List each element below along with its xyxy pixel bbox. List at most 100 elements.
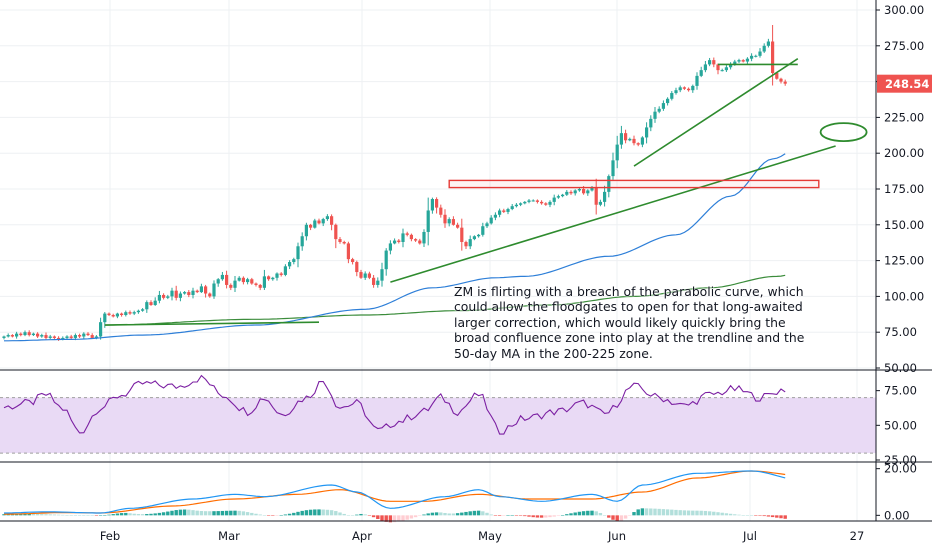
macd-histogram-bar xyxy=(539,515,544,518)
time-tick-label: Feb xyxy=(100,529,120,543)
macd-histogram-bar xyxy=(678,510,682,516)
rsi-band xyxy=(0,397,876,454)
candle-body xyxy=(510,206,514,210)
macd-histogram-bar xyxy=(640,508,645,516)
candle-body xyxy=(31,333,35,336)
macd-histogram-bar xyxy=(670,509,674,516)
macd-histogram-bar xyxy=(762,515,766,517)
macd-histogram-bar xyxy=(460,512,464,516)
candle-body xyxy=(170,290,174,297)
macd-histogram-bar xyxy=(560,515,565,516)
candle-body xyxy=(363,273,367,278)
candle-body xyxy=(48,336,52,338)
candle-body xyxy=(178,293,182,298)
candle-body xyxy=(208,293,212,297)
macd-histogram-bar xyxy=(392,515,397,523)
macd-histogram-bar xyxy=(691,510,695,516)
candle-body xyxy=(166,296,170,298)
macd-histogram-bar xyxy=(346,514,351,516)
candle-body xyxy=(527,200,531,202)
candle-body xyxy=(233,280,237,288)
macd-histogram-bar xyxy=(363,514,367,516)
macd-histogram-bar xyxy=(2,514,6,516)
macd-histogram-bar xyxy=(233,510,237,516)
macd-histogram-bar xyxy=(124,512,128,516)
candle-body xyxy=(241,277,245,283)
macd-histogram-bar xyxy=(77,515,82,516)
candle-body xyxy=(254,283,258,285)
macd-histogram-bar xyxy=(506,515,510,516)
macd-histogram-bar xyxy=(720,512,724,516)
macd-histogram-bar xyxy=(6,514,10,516)
candle-body xyxy=(313,220,317,228)
macd-histogram-bar xyxy=(279,515,283,516)
candle-body xyxy=(225,274,229,285)
candle-body xyxy=(502,210,506,212)
candle-body xyxy=(594,187,598,205)
macd-histogram-bar xyxy=(447,513,451,516)
macd-histogram-bar xyxy=(313,509,317,516)
candle-body xyxy=(489,217,493,224)
candle-body xyxy=(52,336,56,338)
last-price-tag[interactable] xyxy=(877,74,932,93)
candle-body xyxy=(19,333,23,336)
candle-body xyxy=(523,201,527,204)
flat-line-lower-left xyxy=(104,321,320,326)
price-tick-label: 200.00 xyxy=(884,146,924,160)
candle-body xyxy=(216,279,220,284)
candle-body xyxy=(632,138,636,144)
price-axis[interactable]: 300.00275.00250.00225.00200.00175.00150.… xyxy=(875,0,932,522)
candle-body xyxy=(334,224,338,240)
macd-histogram-bar xyxy=(65,515,69,516)
macd-histogram-bar xyxy=(304,510,309,516)
candle-body xyxy=(540,201,544,204)
candle-body xyxy=(590,187,594,191)
candle-body xyxy=(309,224,313,228)
price-tick-label: 50.00 xyxy=(884,361,917,375)
macd-histogram-bar xyxy=(115,513,120,516)
macd-histogram-bar xyxy=(342,513,346,516)
candle-body xyxy=(372,277,376,285)
macd-histogram-bar xyxy=(35,514,40,516)
macd-histogram-bar xyxy=(548,515,552,518)
macd-histogram-bar xyxy=(94,515,99,516)
confluence-ellipse xyxy=(819,122,868,143)
macd-histogram-bar xyxy=(556,515,561,516)
candle-body xyxy=(6,335,10,337)
candle-body xyxy=(624,133,628,141)
macd-histogram-bar xyxy=(619,515,624,521)
rsi-tick-label: 75.00 xyxy=(884,384,917,398)
time-axis[interactable]: Feb Mar Apr May Jun Jul 27 xyxy=(0,520,932,543)
macd-histogram-bar xyxy=(132,513,136,516)
macd-histogram-bar xyxy=(128,513,132,516)
candle-body xyxy=(477,234,481,237)
candle-body xyxy=(199,286,203,293)
rsi-tick-label: 25.00 xyxy=(884,453,917,467)
candle-body xyxy=(565,191,569,195)
candle-body xyxy=(582,189,586,194)
candle-body xyxy=(393,240,397,244)
candle-body xyxy=(745,58,749,62)
macd-histogram-bar xyxy=(623,515,628,519)
macd-histogram-bar xyxy=(733,514,737,516)
macd-histogram-bar xyxy=(674,509,678,516)
macd-histogram-bar xyxy=(367,515,372,516)
macd-histogram-bar xyxy=(376,515,380,519)
macd-histogram-bar xyxy=(665,509,670,516)
candle-body xyxy=(615,144,619,161)
candle-body xyxy=(346,243,350,260)
macd-histogram-bar xyxy=(451,513,456,516)
candle-body xyxy=(149,302,153,305)
ma50-line xyxy=(4,153,786,342)
macd-histogram-bar xyxy=(628,515,632,516)
candle-body xyxy=(405,233,409,235)
macd-histogram-bar xyxy=(31,513,36,516)
macd-histogram-bar xyxy=(191,510,195,516)
candle-body xyxy=(10,335,14,337)
macd-histogram-bar xyxy=(359,513,363,516)
candle-body xyxy=(124,312,128,316)
macd-histogram-bar xyxy=(594,511,598,516)
macd-histogram-bar xyxy=(254,513,258,516)
candle-body xyxy=(498,210,502,215)
